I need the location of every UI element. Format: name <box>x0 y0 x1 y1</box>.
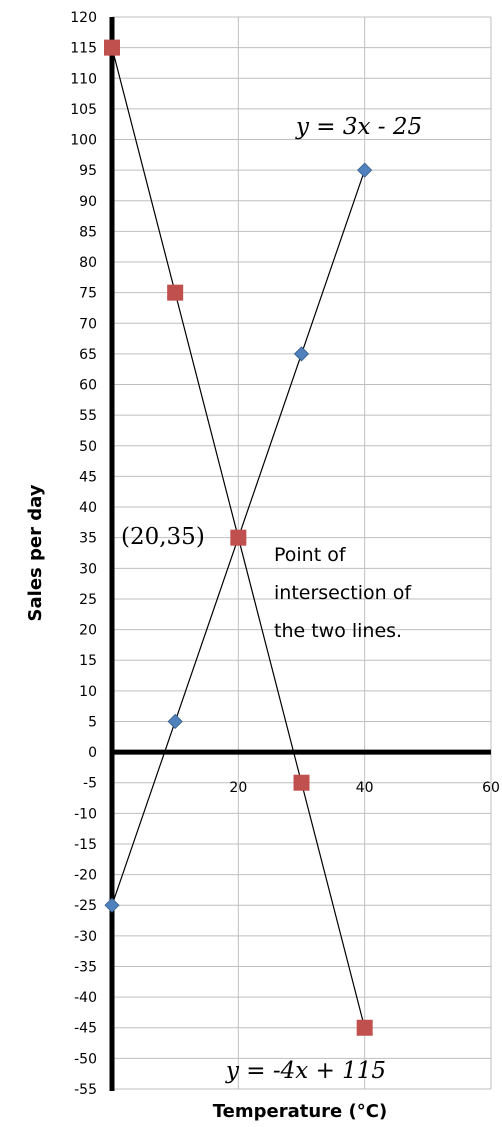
y-tick-label: -5 <box>83 776 97 792</box>
y-tick-label: -50 <box>74 1051 97 1067</box>
y-tick-label: 65 <box>79 347 97 363</box>
y-tick-label: 120 <box>70 10 97 26</box>
series-2-square-marker <box>356 1019 373 1036</box>
y-tick-label: -10 <box>74 806 97 822</box>
y-tick-label: -20 <box>74 868 97 884</box>
series-2-square-marker <box>167 284 184 301</box>
y-tick-labels: 1201151101051009590858075706560555045403… <box>70 10 97 1098</box>
intersection-note-line-2: intersection of <box>274 582 412 604</box>
x-tick-labels: 20 40 60 <box>229 780 499 796</box>
y-tick-label: 110 <box>70 71 97 87</box>
y-tick-label: -25 <box>74 898 97 914</box>
x-tick-label: 60 <box>482 780 500 796</box>
y-tick-label: 60 <box>79 378 97 394</box>
y-tick-label: 25 <box>79 592 97 608</box>
intersection-note-line-1: Point of <box>274 544 347 566</box>
series-2-square-marker <box>293 774 310 791</box>
y-tick-label: 90 <box>79 194 97 210</box>
y-tick-label: -45 <box>74 1021 97 1037</box>
y-tick-label: 75 <box>79 286 97 302</box>
y-tick-label: 115 <box>70 41 97 57</box>
line2-equation-label: y = -4x + 115 <box>225 1058 386 1084</box>
y-tick-label: 105 <box>70 102 97 118</box>
y-tick-label: 20 <box>79 623 97 639</box>
series-1-diamond-marker <box>357 162 373 178</box>
y-tick-label: 15 <box>79 653 97 669</box>
x-axis-title: Temperature (°C) <box>213 1101 387 1122</box>
y-tick-label: 70 <box>79 316 97 332</box>
y-tick-label: 10 <box>79 684 97 700</box>
intersection-point-label: (20,35) <box>121 524 205 550</box>
series-2-square-marker <box>104 39 120 56</box>
x-tick-label: 40 <box>356 780 374 796</box>
y-tick-label: -35 <box>74 959 97 975</box>
y-axis-title: Sales per day <box>25 484 46 621</box>
y-tick-label: 85 <box>79 224 97 240</box>
y-tick-label: -15 <box>74 837 97 853</box>
y-tick-label: 0 <box>88 745 97 761</box>
y-tick-label: 100 <box>70 133 97 149</box>
series-1-diamond-marker <box>104 897 120 913</box>
y-tick-label: 55 <box>79 408 97 424</box>
y-tick-label: -40 <box>74 990 97 1006</box>
y-tick-label: -55 <box>74 1082 97 1098</box>
y-tick-label: 80 <box>79 255 97 271</box>
y-tick-label: 50 <box>79 439 97 455</box>
series-markers <box>104 39 373 1036</box>
series-2-square-marker <box>230 529 247 546</box>
y-tick-label: -30 <box>74 929 97 945</box>
series-1-diamond-marker <box>167 713 183 730</box>
y-tick-label: 45 <box>79 469 97 485</box>
y-tick-label: 35 <box>79 531 97 547</box>
intersection-note-line-3: the two lines. <box>274 620 402 642</box>
y-tick-label: 95 <box>79 163 97 179</box>
y-tick-label: 5 <box>88 714 97 730</box>
y-tick-label: 40 <box>79 500 97 516</box>
x-tick-label: 20 <box>229 780 247 796</box>
line1-equation-label: y = 3x - 25 <box>295 114 422 140</box>
series-1-diamond-marker <box>293 346 310 362</box>
y-tick-label: 30 <box>79 561 97 577</box>
